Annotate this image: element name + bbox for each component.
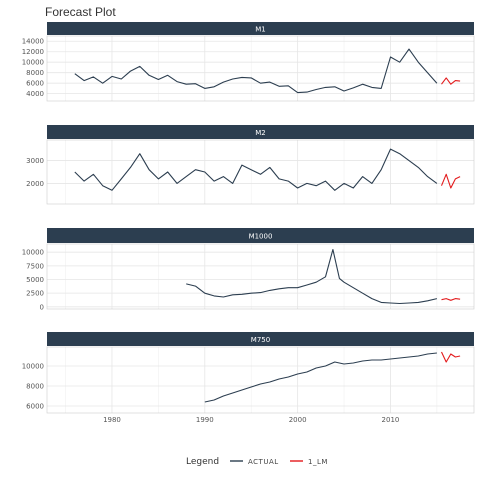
y-tick-label: 0 xyxy=(40,303,44,311)
panel-border xyxy=(47,244,474,309)
series-line-actual xyxy=(75,49,437,93)
facet-panel-m1000: M1000 0 2500 5000 7500 10000 xyxy=(22,228,474,311)
y-tick-label: 14000 xyxy=(22,38,44,46)
facet-strip-label: M1000 xyxy=(249,233,273,241)
y-tick-label: 12000 xyxy=(22,48,44,56)
y-tick-label: 2500 xyxy=(26,290,44,298)
facet-panels: M1400060008000100001200014000M220003000M… xyxy=(22,22,474,413)
y-tick-label: 7500 xyxy=(26,262,44,270)
y-tick-label: 8000 xyxy=(26,69,44,77)
y-tick-label: 10000 xyxy=(22,363,44,371)
series-line-1-lm xyxy=(442,299,461,301)
facet-strip-label: M1 xyxy=(255,26,266,34)
x-tick-label: 1990 xyxy=(196,416,214,424)
y-tick-label: 3000 xyxy=(26,157,44,165)
x-tick-label: 2000 xyxy=(289,416,307,424)
series-line-1-lm xyxy=(442,174,461,188)
series-line-actual xyxy=(186,250,437,304)
y-tick-label: 6000 xyxy=(26,80,44,88)
series-line-actual xyxy=(75,149,437,190)
y-tick-label: 10000 xyxy=(22,59,44,67)
legend-title: Legend xyxy=(186,457,219,467)
facet-panel-m1: M1 4000 6000 8000 10000 12000 14000 xyxy=(22,22,474,101)
panel-border xyxy=(47,36,474,101)
legend-label: 1_LM xyxy=(308,458,328,466)
y-tick-label: 2000 xyxy=(26,180,44,188)
legend: Legend ACTUAL 1_LM xyxy=(186,457,328,467)
series-line-actual xyxy=(205,353,437,402)
series-line-1-lm xyxy=(442,352,461,362)
y-tick-label: 5000 xyxy=(26,276,44,284)
facet-strip-label: M2 xyxy=(255,129,266,137)
legend-label: ACTUAL xyxy=(248,458,279,466)
y-tick-label: 10000 xyxy=(22,249,44,257)
panel-border xyxy=(47,140,474,204)
chart-title: Forecast Plot xyxy=(45,5,116,19)
x-tick-label: 2010 xyxy=(382,416,400,424)
x-tick-label: 1980 xyxy=(103,416,121,424)
y-tick-label: 6000 xyxy=(26,403,44,411)
y-tick-label: 8000 xyxy=(26,383,44,391)
x-axis: 1980 1990 2000 2010 xyxy=(103,416,399,424)
facet-panel-m750: M750 6000 8000 10000 xyxy=(22,332,474,413)
facet-panel-m2: M2 2000 3000 xyxy=(26,125,474,204)
y-tick-label: 4000 xyxy=(26,90,44,98)
facet-strip-label: M750 xyxy=(251,336,270,344)
